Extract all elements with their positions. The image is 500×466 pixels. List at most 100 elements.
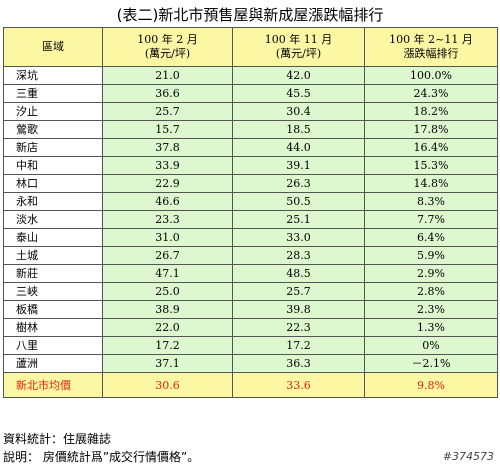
header-row: 區域 100 年 2 月 (萬元/坪) 100 年 11 月 (萬元/坪) 10… <box>3 27 498 67</box>
row-feb-price: 26.7 <box>102 246 233 265</box>
table-row: 土城 26.7 28.3 5.9% <box>3 246 498 265</box>
row-region: 樹林 <box>3 318 103 337</box>
row-feb-price: 46.6 <box>102 192 233 211</box>
row-change: 16.4% <box>364 138 498 157</box>
row-nov-price: 50.5 <box>232 192 365 211</box>
header-nov-price: 100 年 11 月 (萬元/坪) <box>232 27 365 67</box>
header-feb-price: 100 年 2 月 (萬元/坪) <box>102 27 233 67</box>
row-nov-price: 26.3 <box>232 174 365 193</box>
average-change: 9.8% <box>364 372 498 398</box>
header-feb-line1: 100 年 2 月 <box>137 33 198 46</box>
table-row: 板橋 38.9 39.8 2.3% <box>3 300 498 319</box>
average-feb-price: 30.6 <box>102 372 233 398</box>
row-nov-price: 30.4 <box>232 102 365 121</box>
table-row: 中和 33.9 39.1 15.3% <box>3 156 498 175</box>
row-change: 2.3% <box>364 300 498 319</box>
row-region: 中和 <box>3 156 103 175</box>
row-change: 1.3% <box>364 318 498 337</box>
table-row: 樹林 22.0 22.3 1.3% <box>3 318 498 337</box>
header-nov-line1: 100 年 11 月 <box>264 33 333 46</box>
row-change: －2.1% <box>364 354 498 373</box>
row-feb-price: 36.6 <box>102 84 233 103</box>
row-feb-price: 15.7 <box>102 120 233 139</box>
row-change: 17.8% <box>364 120 498 139</box>
row-region: 淡水 <box>3 210 103 229</box>
table-row: 新店 37.8 44.0 16.4% <box>3 138 498 157</box>
row-nov-price: 36.3 <box>232 354 365 373</box>
row-region: 深坑 <box>3 66 103 85</box>
table-row: 深坑 21.0 42.0 100.0% <box>3 66 498 85</box>
row-feb-price: 25.0 <box>102 282 233 301</box>
header-change: 100 年 2~11 月 漲跌幅排行 <box>364 27 498 67</box>
row-feb-price: 47.1 <box>102 264 233 283</box>
row-nov-price: 18.5 <box>232 120 365 139</box>
row-region: 泰山 <box>3 228 103 247</box>
row-feb-price: 31.0 <box>102 228 233 247</box>
row-region: 八里 <box>3 336 103 355</box>
row-nov-price: 25.7 <box>232 282 365 301</box>
header-nov-line2: (萬元/坪) <box>275 47 322 60</box>
table-row: 淡水 23.3 25.1 7.7% <box>3 210 498 229</box>
row-region: 土城 <box>3 246 103 265</box>
header-change-line1: 100 年 2~11 月 <box>389 33 473 46</box>
price-ranking-table: 區域 100 年 2 月 (萬元/坪) 100 年 11 月 (萬元/坪) 10… <box>3 27 498 398</box>
row-feb-price: 23.3 <box>102 210 233 229</box>
page-title: (表二)新北市預售屋與新成屋漲跌幅排行 <box>116 6 384 24</box>
row-nov-price: 17.2 <box>232 336 365 355</box>
row-region: 新莊 <box>3 264 103 283</box>
header-change-line2: 漲跌幅排行 <box>403 47 459 60</box>
row-change: 24.3% <box>364 84 498 103</box>
average-nov-price: 33.6 <box>232 372 365 398</box>
row-nov-price: 25.1 <box>232 210 365 229</box>
row-nov-price: 28.3 <box>232 246 365 265</box>
row-nov-price: 39.8 <box>232 300 365 319</box>
row-nov-price: 22.3 <box>232 318 365 337</box>
row-region: 永和 <box>3 192 103 211</box>
row-change: 2.9% <box>364 264 498 283</box>
row-change: 18.2% <box>364 102 498 121</box>
row-feb-price: 21.0 <box>102 66 233 85</box>
source-note: 資料統計：住展雜誌 <box>3 432 112 446</box>
row-change: 8.3% <box>364 192 498 211</box>
row-change: 7.7% <box>364 210 498 229</box>
row-nov-price: 33.0 <box>232 228 365 247</box>
explanation-note: 說明： 房價統計爲”成交行情價格”。 <box>3 450 200 464</box>
row-region: 三峽 <box>3 282 103 301</box>
row-region: 新店 <box>3 138 103 157</box>
table-row: 三重 36.6 45.5 24.3% <box>3 84 498 103</box>
table-row: 林口 22.9 26.3 14.8% <box>3 174 498 193</box>
table-row: 八里 17.2 17.2 0% <box>3 336 498 355</box>
row-feb-price: 37.8 <box>102 138 233 157</box>
header-region: 區域 <box>3 27 103 67</box>
row-region: 三重 <box>3 84 103 103</box>
table-row: 新莊 47.1 48.5 2.9% <box>3 264 498 283</box>
table-row: 鶯歌 15.7 18.5 17.8% <box>3 120 498 139</box>
row-nov-price: 44.0 <box>232 138 365 157</box>
row-region: 板橋 <box>3 300 103 319</box>
row-change: 0% <box>364 336 498 355</box>
row-nov-price: 48.5 <box>232 264 365 283</box>
row-feb-price: 38.9 <box>102 300 233 319</box>
row-region: 鶯歌 <box>3 120 103 139</box>
row-change: 15.3% <box>364 156 498 175</box>
table-row: 三峽 25.0 25.7 2.8% <box>3 282 498 301</box>
row-change: 6.4% <box>364 228 498 247</box>
header-feb-line2: (萬元/坪) <box>144 47 191 60</box>
row-nov-price: 45.5 <box>232 84 365 103</box>
row-change: 100.0% <box>364 66 498 85</box>
row-region: 汐止 <box>3 102 103 121</box>
row-feb-price: 33.9 <box>102 156 233 175</box>
table-row: 蘆洲 37.1 36.3 －2.1% <box>3 354 498 373</box>
row-nov-price: 39.1 <box>232 156 365 175</box>
table-row: 泰山 31.0 33.0 6.4% <box>3 228 498 247</box>
row-feb-price: 22.9 <box>102 174 233 193</box>
row-region: 蘆洲 <box>3 354 103 373</box>
row-change: 14.8% <box>364 174 498 193</box>
watermark-id: #374573 <box>442 450 494 463</box>
row-feb-price: 25.7 <box>102 102 233 121</box>
table-row: 汐止 25.7 30.4 18.2% <box>3 102 498 121</box>
row-change: 5.9% <box>364 246 498 265</box>
row-feb-price: 37.1 <box>102 354 233 373</box>
average-row: 新北市均價 30.6 33.6 9.8% <box>3 372 498 398</box>
row-feb-price: 17.2 <box>102 336 233 355</box>
